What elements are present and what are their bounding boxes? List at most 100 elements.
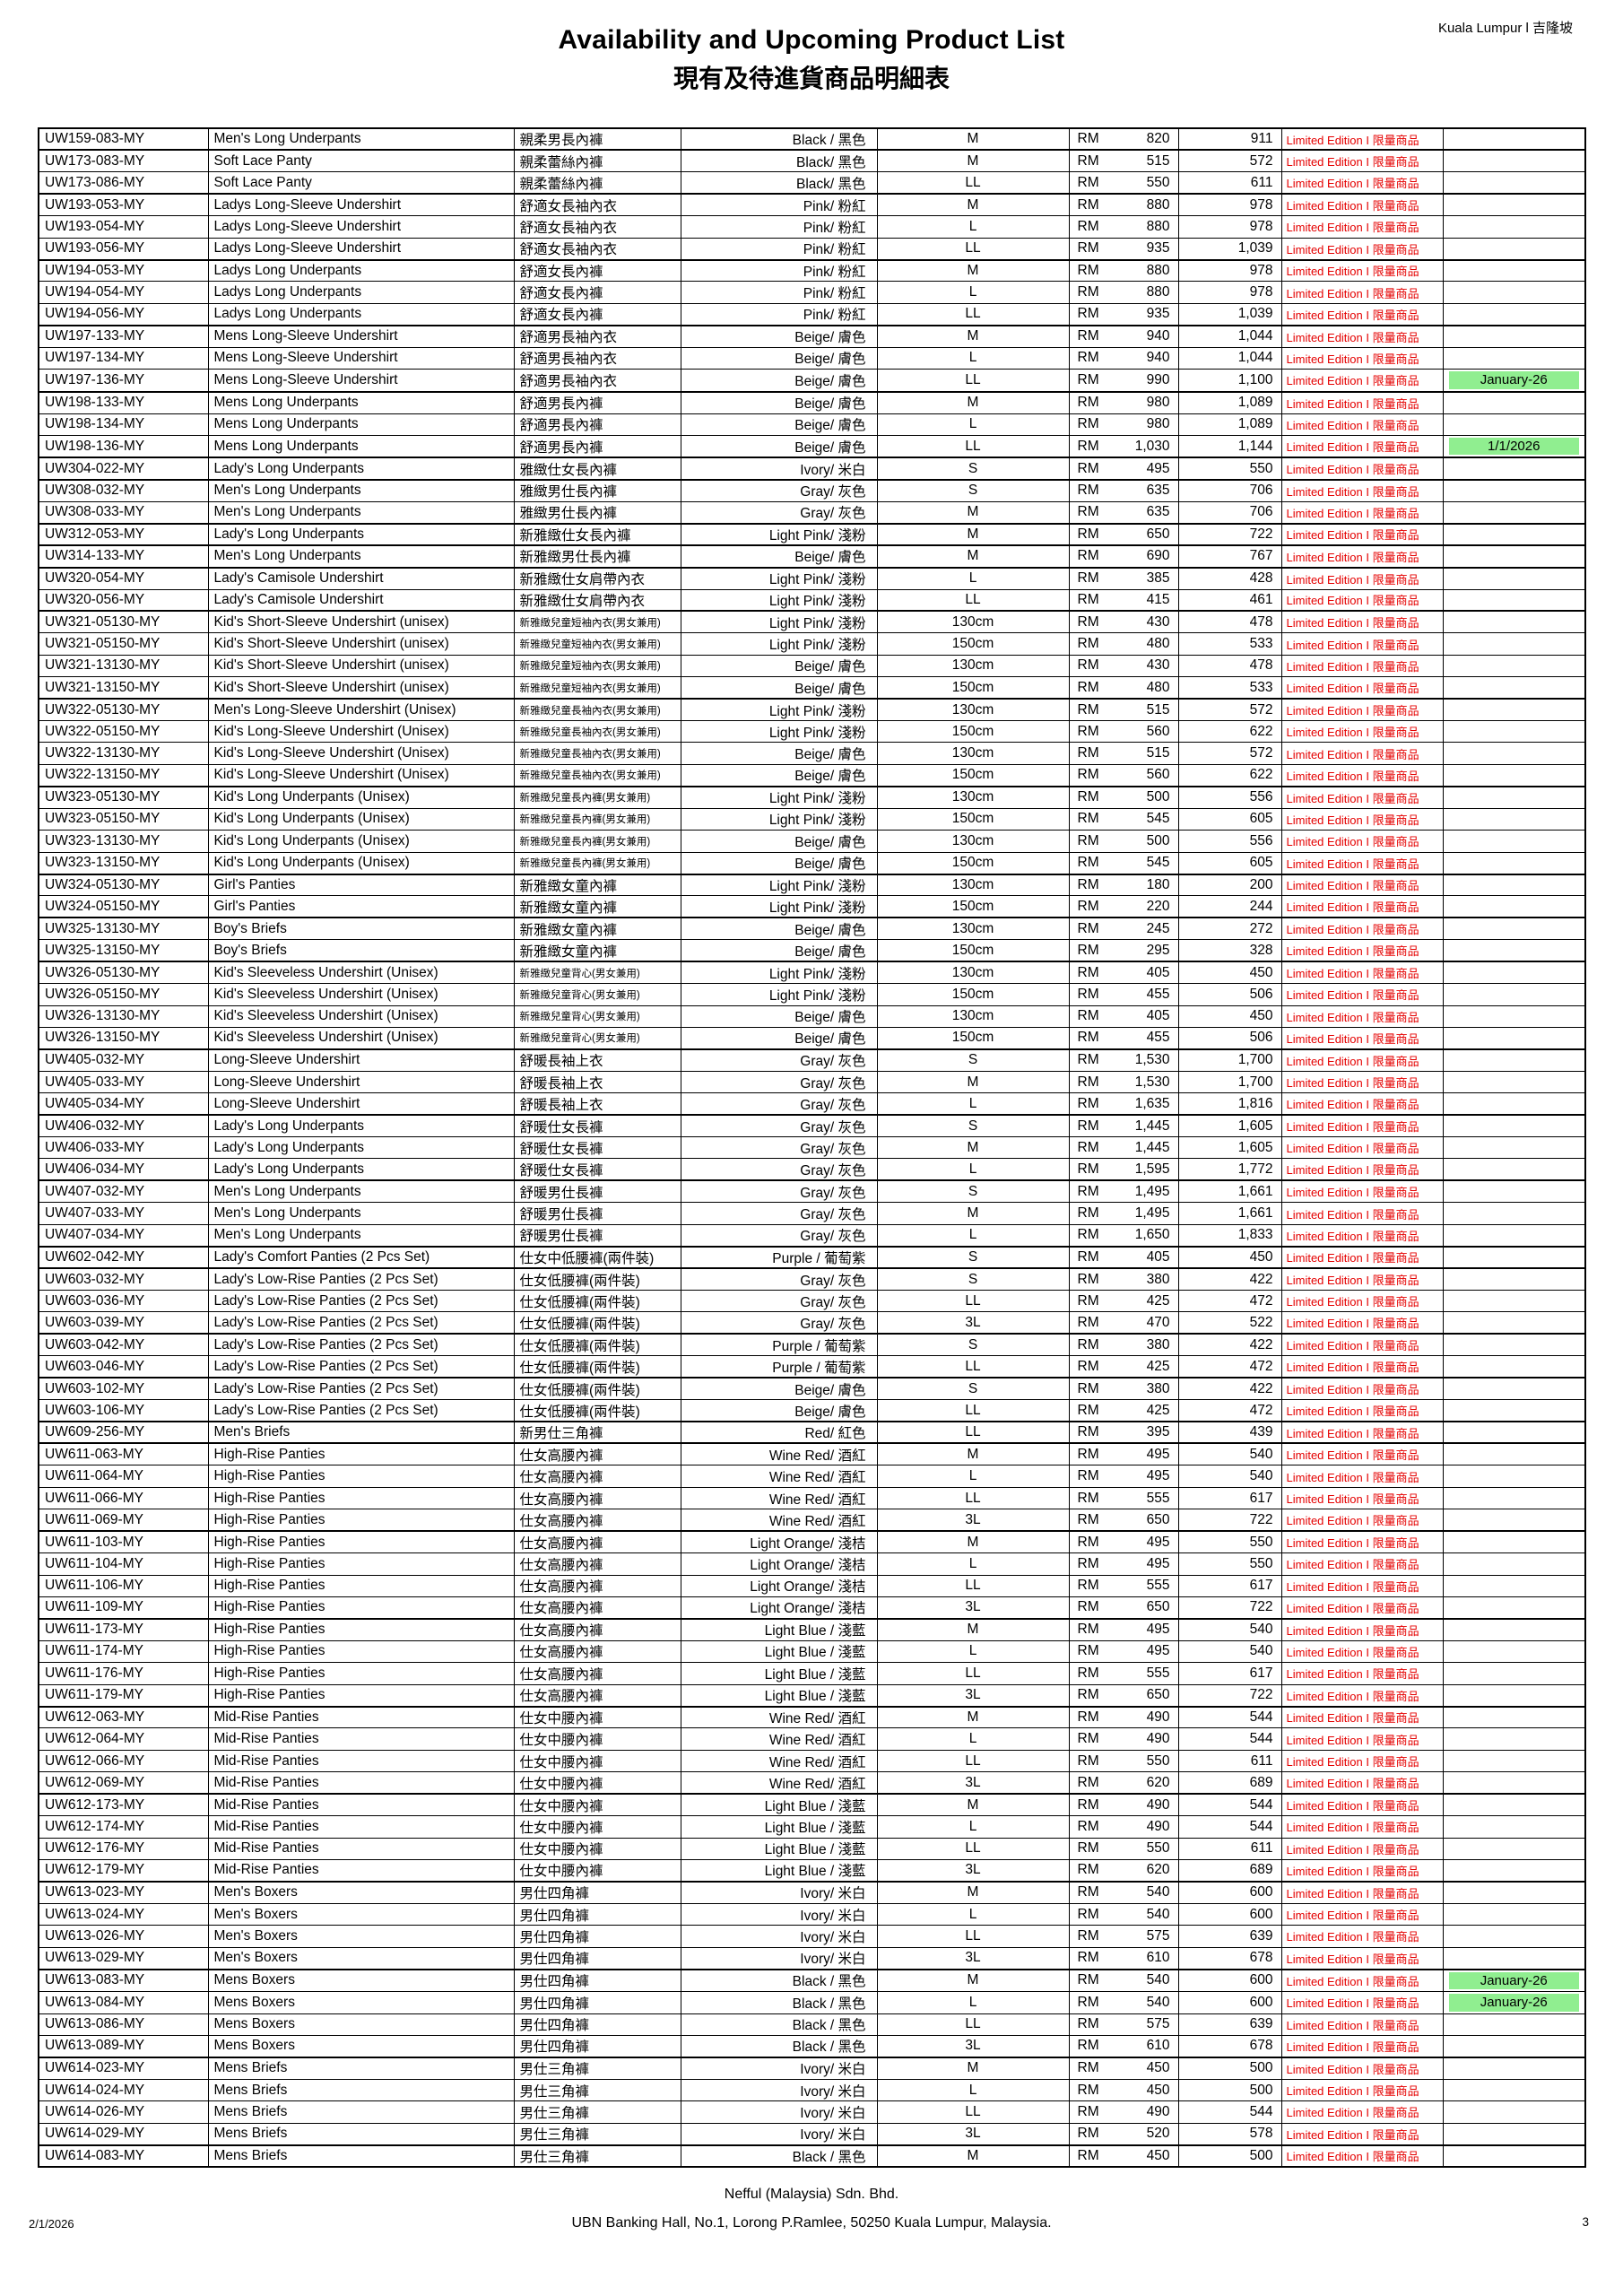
cell-availability-note bbox=[1442, 961, 1586, 985]
cell-product-name-zh: 新雅緻兒童短袖內衣(男女兼用) bbox=[513, 610, 681, 634]
cell-product-code: UW324-05150-MY bbox=[38, 895, 209, 919]
currency-label: RM bbox=[1077, 1994, 1099, 2010]
cell-product-code: UW193-054-MY bbox=[38, 215, 209, 239]
cell-availability-note bbox=[1442, 1355, 1586, 1379]
cell-product-name-en: Kid's Sleeveless Undershirt (Unisex) bbox=[207, 1026, 515, 1050]
cell-product-name-en: Mens Boxers bbox=[207, 1991, 515, 2014]
cell-limited-edition: Limited Edition I 限量商品 bbox=[1280, 237, 1444, 261]
cell-availability-note bbox=[1442, 1114, 1586, 1138]
price-value: 635 bbox=[1146, 504, 1170, 520]
cell-price: RM 380 bbox=[1068, 1377, 1179, 1401]
currency-label: RM bbox=[1077, 1271, 1099, 1287]
price-value: 385 bbox=[1146, 570, 1170, 587]
cell-product-name-en: Mid-Rise Panties bbox=[207, 1793, 515, 1817]
table-row: UW407-034-MY Men's Long Underpants 舒暖男仕長褲 G… bbox=[38, 1223, 1586, 1248]
currency-label: RM bbox=[1077, 1424, 1099, 1440]
cell-availability-note bbox=[1442, 1509, 1586, 1533]
cell-price: RM 1,650 bbox=[1068, 1223, 1179, 1248]
availability-date-highlight: 1/1/2026 bbox=[1448, 437, 1579, 456]
cell-size: 130cm bbox=[876, 786, 1070, 809]
cell-product-name-zh: 新雅緻兒童背心(男女兼用) bbox=[513, 983, 681, 1006]
cell-product-name-en: Kid's Short-Sleeve Undershirt (unisex) bbox=[207, 676, 515, 700]
cell-limited-edition: Limited Edition I 限量商品 bbox=[1280, 807, 1444, 831]
price-value: 1,445 bbox=[1134, 1139, 1170, 1155]
currency-label: RM bbox=[1077, 460, 1099, 476]
cell-price: RM 490 bbox=[1068, 1727, 1179, 1751]
cell-limited-edition: Limited Edition I 限量商品 bbox=[1280, 127, 1444, 152]
cell-availability-note bbox=[1442, 1574, 1586, 1597]
cell-color: Black / 黑色 bbox=[680, 2144, 878, 2168]
cell-product-name-en: Men's Long Underpants bbox=[207, 1202, 515, 1225]
cell-size: M bbox=[876, 2057, 1070, 2080]
cell-price: RM 545 bbox=[1068, 851, 1179, 875]
cell-limited-edition: Limited Edition I 限量商品 bbox=[1280, 1815, 1444, 1839]
cell-limited-edition: Limited Edition I 限量商品 bbox=[1280, 1618, 1444, 1641]
table-row: UW603-042-MY Lady's Low-Rise Panties (2 P… bbox=[38, 1333, 1586, 1357]
cell-product-name-zh: 舒暖男仕長褲 bbox=[513, 1223, 681, 1248]
cell-price: RM 490 bbox=[1068, 1793, 1179, 1817]
cell-availability-note bbox=[1442, 917, 1586, 941]
price-value: 990 bbox=[1146, 371, 1170, 387]
cell-price: RM 430 bbox=[1068, 654, 1179, 678]
cell-color: Black / 黑色 bbox=[680, 127, 878, 152]
cell-color: Wine Red/ 酒紅 bbox=[680, 1727, 878, 1751]
cell-product-name-zh: 仕女高腰內褲 bbox=[513, 1442, 681, 1466]
cell-limited-edition: Limited Edition I 限量商品 bbox=[1280, 2100, 1444, 2124]
cell-availability-note bbox=[1442, 1179, 1586, 1204]
cell-limited-edition: Limited Edition I 限量商品 bbox=[1280, 1771, 1444, 1796]
cell-size: S bbox=[876, 1267, 1070, 1292]
cell-price: RM 495 bbox=[1068, 1442, 1179, 1466]
cell-product-name-en: High-Rise Panties bbox=[207, 1509, 515, 1533]
cell-product-name-zh: 仕女高腰內褲 bbox=[513, 1618, 681, 1641]
cell-price-2: 722 bbox=[1177, 1683, 1282, 1708]
cell-color: Gray/ 灰色 bbox=[680, 1179, 878, 1204]
cell-price: RM 490 bbox=[1068, 2100, 1179, 2124]
cell-price: RM 500 bbox=[1068, 830, 1179, 853]
cell-size: 3L bbox=[876, 1596, 1070, 1620]
cell-product-name-en: Mens Long Underpants bbox=[207, 391, 515, 414]
cell-price-2: 472 bbox=[1177, 1355, 1282, 1379]
cell-availability-note bbox=[1442, 1048, 1586, 1072]
price-value: 450 bbox=[1146, 2060, 1170, 2076]
price-value: 550 bbox=[1146, 174, 1170, 190]
cell-price-2: 1,700 bbox=[1177, 1070, 1282, 1094]
cell-availability-note bbox=[1442, 763, 1586, 787]
table-row: UW324-05150-MY Girl's Panties 新雅緻女童內褲 Light… bbox=[38, 895, 1586, 919]
cell-price-2: 478 bbox=[1177, 654, 1282, 678]
cell-price: RM 1,495 bbox=[1068, 1179, 1179, 1204]
table-row: UW611-069-MY High-Rise Panties 仕女高腰內褲 Wine … bbox=[38, 1509, 1586, 1533]
cell-price: RM 495 bbox=[1068, 457, 1179, 481]
cell-limited-edition: Limited Edition I 限量商品 bbox=[1280, 1858, 1444, 1883]
cell-product-name-en: Men's Boxers bbox=[207, 1902, 515, 1926]
cell-color: Light Pink/ 淺粉 bbox=[680, 873, 878, 897]
cell-limited-edition: Limited Edition I 限量商品 bbox=[1280, 851, 1444, 875]
cell-size: LL bbox=[876, 1749, 1070, 1773]
cell-limited-edition: Limited Edition I 限量商品 bbox=[1280, 325, 1444, 348]
cell-price-2: 1,039 bbox=[1177, 302, 1282, 326]
cell-color: Pink/ 粉紅 bbox=[680, 237, 878, 261]
cell-price: RM 540 bbox=[1068, 1902, 1179, 1926]
table-row: UW322-05150-MY Kid's Long-Sleeve Undershi… bbox=[38, 720, 1586, 744]
currency-label: RM bbox=[1077, 350, 1099, 366]
cell-limited-edition: Limited Edition I 限量商品 bbox=[1280, 1552, 1444, 1576]
price-value: 880 bbox=[1146, 284, 1170, 300]
cell-availability-note bbox=[1442, 1246, 1586, 1270]
cell-product-name-en: Lady's Low-Rise Panties (2 Pcs Set) bbox=[207, 1399, 515, 1423]
cell-price-2: 544 bbox=[1177, 1727, 1282, 1751]
cell-availability-note bbox=[1442, 413, 1586, 436]
table-row: UW611-063-MY High-Rise Panties 仕女高腰內褲 Wine … bbox=[38, 1442, 1586, 1466]
currency-label: RM bbox=[1077, 1796, 1099, 1813]
cell-availability-note bbox=[1442, 171, 1586, 196]
cell-product-name-en: Men's Long Underpants bbox=[207, 1179, 515, 1204]
cell-size: 150cm bbox=[876, 939, 1070, 963]
cell-limited-edition: Limited Edition I 限量商品 bbox=[1280, 346, 1444, 370]
cell-product-name-zh: 新雅緻女童內褲 bbox=[513, 917, 681, 941]
currency-label: RM bbox=[1077, 218, 1099, 234]
cell-product-name-en: Mid-Rise Panties bbox=[207, 1771, 515, 1796]
cell-limited-edition: Limited Edition I 限量商品 bbox=[1280, 2013, 1444, 2037]
cell-price: RM 555 bbox=[1068, 1662, 1179, 1685]
availability-date-highlight: January-26 bbox=[1448, 1971, 1579, 1990]
cell-availability-note bbox=[1442, 2122, 1586, 2146]
cell-availability-note bbox=[1442, 457, 1586, 481]
currency-label: RM bbox=[1077, 745, 1099, 761]
